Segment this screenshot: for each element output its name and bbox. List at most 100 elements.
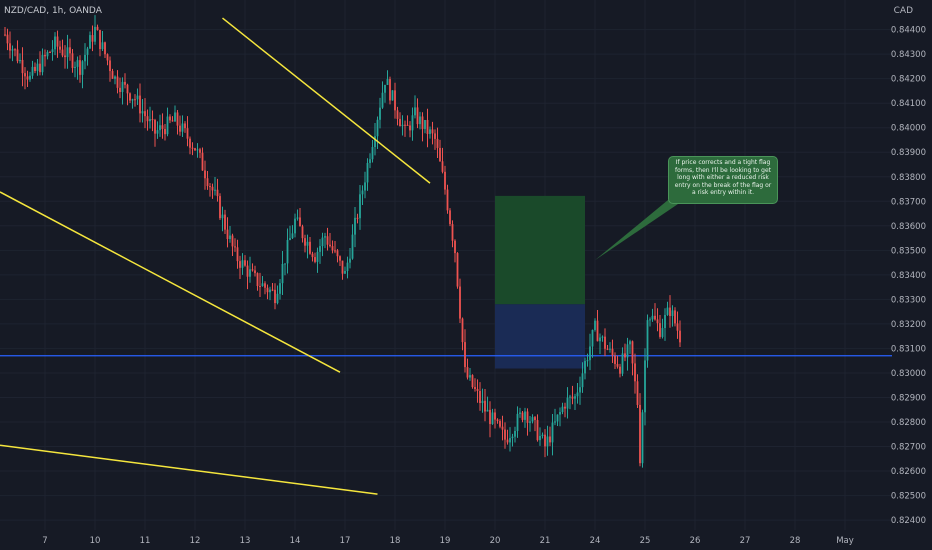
candle-bullish	[541, 434, 544, 436]
candle-bearish	[396, 110, 399, 119]
trendline	[0, 191, 341, 373]
price-axis-label: 0.84100	[891, 99, 926, 109]
candle-bearish	[171, 120, 174, 122]
price-axis-label: 0.83000	[891, 369, 926, 379]
candle-bullish	[364, 182, 366, 191]
candle-bullish	[511, 436, 514, 439]
candle-bullish	[349, 258, 351, 263]
candle-bearish	[161, 125, 164, 129]
candle-bullish	[591, 329, 594, 347]
price-axis-label: 0.83800	[891, 173, 926, 183]
candle-bullish	[574, 396, 576, 399]
candle-bullish	[249, 269, 251, 277]
candle-bullish	[74, 66, 76, 68]
candle-bearish	[151, 119, 154, 121]
candle-bearish	[329, 244, 331, 247]
candle-bearish	[549, 436, 551, 443]
candle-bearish	[271, 289, 274, 291]
callout-pointer	[595, 200, 678, 261]
price-axis-label: 0.82900	[891, 393, 926, 403]
time-axis-label: May	[836, 536, 854, 546]
price-axis-label: 0.84000	[891, 124, 926, 134]
candle-bullish	[269, 289, 271, 293]
candle-bearish	[631, 341, 634, 364]
candle-bearish	[676, 323, 679, 331]
candle-bearish	[134, 99, 136, 101]
candle-bullish	[581, 373, 584, 388]
candle-bearish	[406, 124, 409, 126]
candle-bearish	[71, 53, 74, 68]
candle-bullish	[214, 189, 216, 191]
candle-bullish	[529, 421, 531, 423]
trade-idea-callout[interactable]: If price corrects and a tight flag forms…	[668, 156, 778, 204]
candle-bullish	[81, 61, 84, 75]
time-axis-label: 24	[590, 536, 601, 546]
price-axis-label: 0.83200	[891, 320, 926, 330]
candle-bullish	[576, 392, 579, 397]
candle-bearish	[394, 90, 396, 111]
candle-bearish	[259, 286, 261, 288]
candle-bearish	[96, 26, 99, 31]
profit-zone	[495, 195, 585, 305]
candle-bullish	[381, 92, 384, 108]
candle-bearish	[446, 189, 449, 211]
candle-bullish	[354, 217, 356, 235]
candle-bearish	[499, 420, 501, 427]
candle-bearish	[314, 257, 316, 262]
candle-bullish	[121, 81, 124, 93]
candle-bearish	[264, 283, 266, 288]
candle-bearish	[501, 426, 504, 430]
candle-bearish	[521, 412, 524, 420]
candle-bullish	[221, 214, 224, 219]
candle-bullish	[141, 111, 144, 114]
candle-bearish	[179, 125, 181, 132]
candle-bearish	[304, 238, 306, 246]
candle-bearish	[99, 30, 101, 50]
candle-bullish	[649, 319, 651, 321]
candle-bearish	[606, 348, 609, 350]
price-axis-label: 0.83300	[891, 295, 926, 305]
candle-bearish	[91, 35, 94, 42]
candle-bearish	[476, 388, 479, 391]
candle-bearish	[544, 434, 546, 447]
time-axis-label: 14	[290, 536, 301, 546]
candle-bearish	[421, 116, 424, 129]
candle-bearish	[474, 387, 476, 389]
candle-bullish	[524, 411, 526, 420]
candle-bullish	[181, 123, 184, 132]
candle-bullish	[294, 218, 296, 234]
candle-bearish	[216, 189, 219, 197]
time-axis-label: 26	[690, 536, 701, 546]
candle-bearish	[194, 148, 196, 151]
candle-bearish	[336, 250, 339, 257]
candle-bearish	[104, 42, 106, 55]
risk-zone	[495, 304, 585, 369]
symbol-label: NZD/CAD, 1h, OANDA	[4, 6, 102, 16]
trendline	[222, 17, 431, 184]
candle-bearish	[356, 217, 359, 219]
candle-bullish	[486, 409, 489, 412]
candle-bearish	[399, 118, 401, 127]
candle-bullish	[569, 396, 571, 398]
candle-bearish	[659, 323, 661, 337]
price-axis-label: 0.83100	[891, 344, 926, 354]
candle-bullish	[319, 246, 321, 252]
candle-bearish	[451, 224, 454, 241]
candle-bullish	[276, 293, 279, 304]
candle-bearish	[56, 36, 59, 47]
candle-bearish	[484, 400, 486, 412]
candle-bearish	[224, 214, 226, 230]
candle-bearish	[389, 79, 391, 101]
candle-bearish	[244, 260, 246, 266]
time-axis-label: 20	[490, 536, 501, 546]
candle-bullish	[584, 361, 586, 374]
candle-bullish	[411, 115, 414, 131]
candle-bearish	[106, 54, 109, 61]
candle-bearish	[614, 355, 616, 365]
candle-bearish	[59, 46, 61, 50]
candle-bullish	[324, 236, 326, 238]
candle-bullish	[601, 336, 604, 338]
candle-bearish	[299, 217, 301, 227]
candle-bearish	[436, 138, 439, 148]
